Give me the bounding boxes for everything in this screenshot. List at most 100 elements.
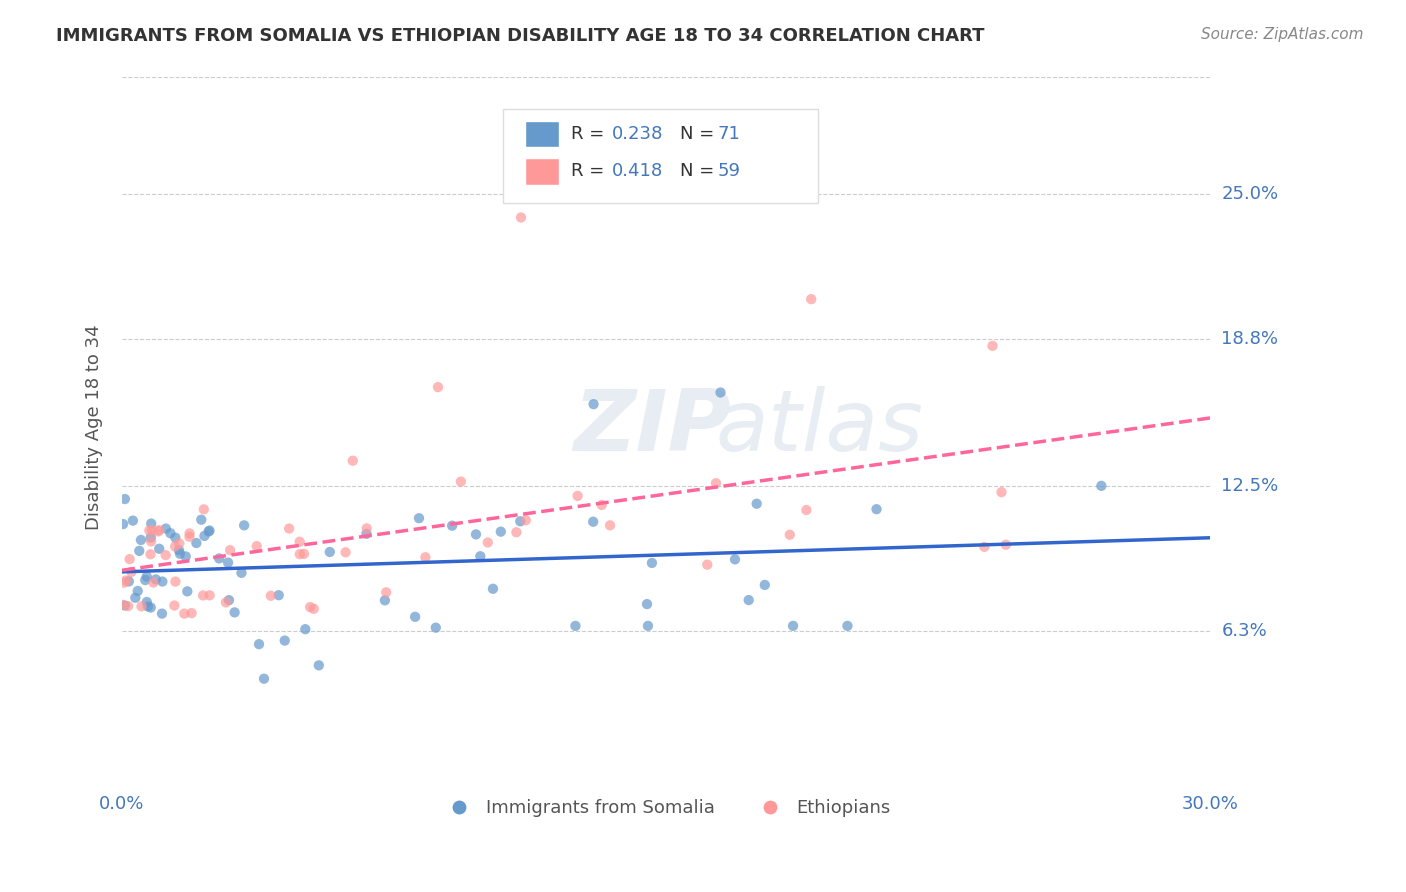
Point xyxy=(111,598,134,612)
Point xyxy=(260,589,283,603)
Point xyxy=(319,545,342,559)
Point xyxy=(510,211,533,225)
Point xyxy=(415,550,437,565)
Point xyxy=(112,517,135,532)
Text: 59: 59 xyxy=(717,162,740,180)
Point xyxy=(278,522,301,536)
Point xyxy=(138,524,160,538)
Text: 30.0%: 30.0% xyxy=(1181,795,1239,814)
Point xyxy=(122,514,145,528)
Point xyxy=(215,595,238,609)
Point xyxy=(738,593,761,607)
Point xyxy=(179,526,201,541)
Point xyxy=(253,672,276,686)
Point xyxy=(127,584,149,599)
FancyBboxPatch shape xyxy=(503,109,818,203)
Point xyxy=(299,600,322,615)
Point xyxy=(636,597,658,611)
Point xyxy=(800,292,823,306)
Point xyxy=(450,475,472,489)
Point xyxy=(489,524,512,539)
Point xyxy=(509,514,531,528)
Point xyxy=(754,578,776,592)
Text: 25.0%: 25.0% xyxy=(1222,186,1278,203)
Text: N =: N = xyxy=(681,125,720,143)
Point xyxy=(779,528,801,542)
Point xyxy=(515,513,537,527)
Point xyxy=(591,498,613,512)
Point xyxy=(176,584,198,599)
Point xyxy=(135,595,157,609)
Point xyxy=(246,539,269,553)
Point xyxy=(165,540,187,554)
Point xyxy=(167,543,190,558)
Point xyxy=(218,593,240,607)
Point xyxy=(139,534,162,549)
Point xyxy=(118,574,141,589)
Point xyxy=(155,548,177,562)
Point xyxy=(782,619,804,633)
Point xyxy=(148,524,170,539)
Point xyxy=(637,619,659,633)
Point xyxy=(582,515,605,529)
Point xyxy=(117,599,139,613)
Text: R =: R = xyxy=(571,162,610,180)
Point xyxy=(374,593,396,607)
Point xyxy=(294,622,316,636)
Point xyxy=(465,527,488,541)
Point xyxy=(141,524,163,538)
Point xyxy=(375,585,398,599)
Point xyxy=(425,621,447,635)
Point xyxy=(150,574,173,589)
Legend: Immigrants from Somalia, Ethiopians: Immigrants from Somalia, Ethiopians xyxy=(434,792,898,824)
Point xyxy=(308,658,330,673)
Text: 0.238: 0.238 xyxy=(612,125,664,143)
Point xyxy=(165,574,187,589)
Point xyxy=(335,545,357,559)
Point xyxy=(505,525,527,540)
Point xyxy=(582,397,605,411)
Y-axis label: Disability Age 18 to 34: Disability Age 18 to 34 xyxy=(86,325,103,531)
Point xyxy=(180,606,202,620)
Point xyxy=(197,524,219,539)
Point xyxy=(159,526,181,541)
Point xyxy=(408,511,430,525)
Point xyxy=(193,529,215,543)
Point xyxy=(148,523,170,537)
Point xyxy=(139,600,162,615)
Text: atlas: atlas xyxy=(716,386,924,469)
Point xyxy=(990,485,1012,500)
Point xyxy=(163,599,186,613)
Point xyxy=(224,606,246,620)
Point xyxy=(129,533,152,547)
Point xyxy=(114,491,136,506)
Point xyxy=(441,518,464,533)
Point xyxy=(837,619,859,633)
Point xyxy=(356,521,378,535)
Point xyxy=(231,566,253,580)
Point xyxy=(179,530,201,544)
Point xyxy=(124,591,146,605)
Point xyxy=(994,538,1017,552)
Point xyxy=(288,547,311,561)
Point xyxy=(233,518,256,533)
Text: ZIP: ZIP xyxy=(574,386,731,469)
Point xyxy=(173,607,195,621)
Point xyxy=(134,573,156,587)
Text: 12.5%: 12.5% xyxy=(1222,477,1278,495)
Point xyxy=(136,599,159,614)
Point xyxy=(167,536,190,550)
Point xyxy=(191,589,214,603)
Point xyxy=(186,536,208,550)
Point xyxy=(150,607,173,621)
Point xyxy=(165,531,187,545)
Point xyxy=(696,558,718,572)
Point xyxy=(1090,479,1112,493)
Point xyxy=(302,601,325,615)
Text: N =: N = xyxy=(681,162,720,180)
FancyBboxPatch shape xyxy=(524,120,560,147)
Point xyxy=(641,556,664,570)
Point xyxy=(139,531,162,545)
Point xyxy=(342,454,364,468)
Point xyxy=(148,541,170,556)
